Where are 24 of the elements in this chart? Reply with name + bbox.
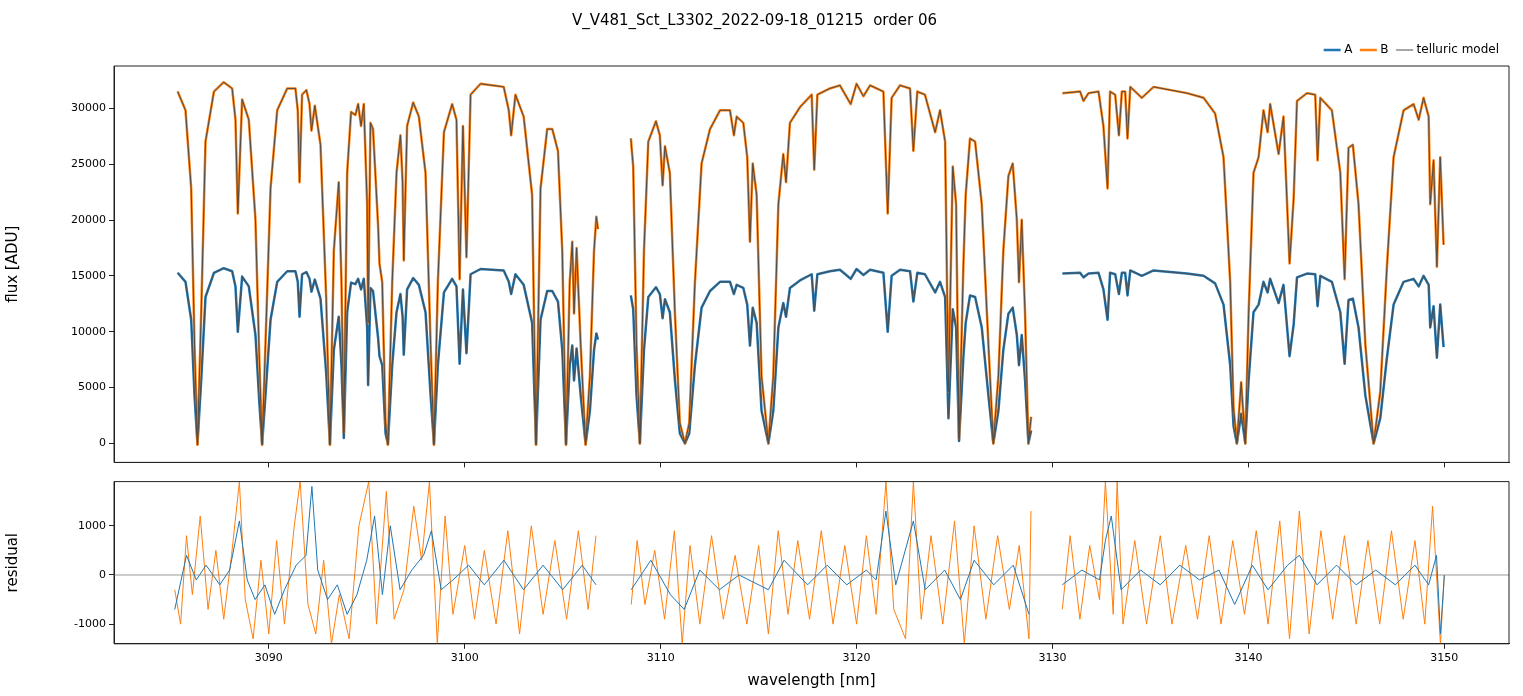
x-tick-label: 3130 [1038,651,1067,665]
y-tick-label: -1000 [74,617,106,630]
x-tick-label: 3110 [646,651,675,665]
y-tick-label: 1000 [78,518,106,532]
y-tick-label: 30000 [71,101,106,115]
y-tick-label: 5000 [78,380,106,394]
x-axis-title: wavelength [nm] [747,670,876,689]
x-tick-label: 3140 [1234,651,1263,665]
legend-label: telluric model [1416,42,1499,57]
y-axis-title: residual [2,532,21,593]
y-tick-label: 0 [99,567,106,581]
x-tick-label: 3100 [450,651,479,665]
y-tick-label: 25000 [71,157,106,171]
chart-title: V_V481_Sct_L3302_2022-09-18_01215 order 06 [571,10,938,30]
y-tick-label: 0 [99,436,106,450]
x-tick-label: 3150 [1430,651,1459,665]
y-tick-label: 10000 [71,324,106,338]
y-axis-title: flux [ADU] [2,225,21,303]
legend-label: B [1380,42,1389,57]
x-tick-label: 3120 [842,651,871,665]
x-tick-label: 3090 [254,651,283,665]
y-tick-label: 20000 [71,212,106,226]
legend-label: A [1344,42,1354,57]
y-tick-label: 15000 [71,268,106,282]
